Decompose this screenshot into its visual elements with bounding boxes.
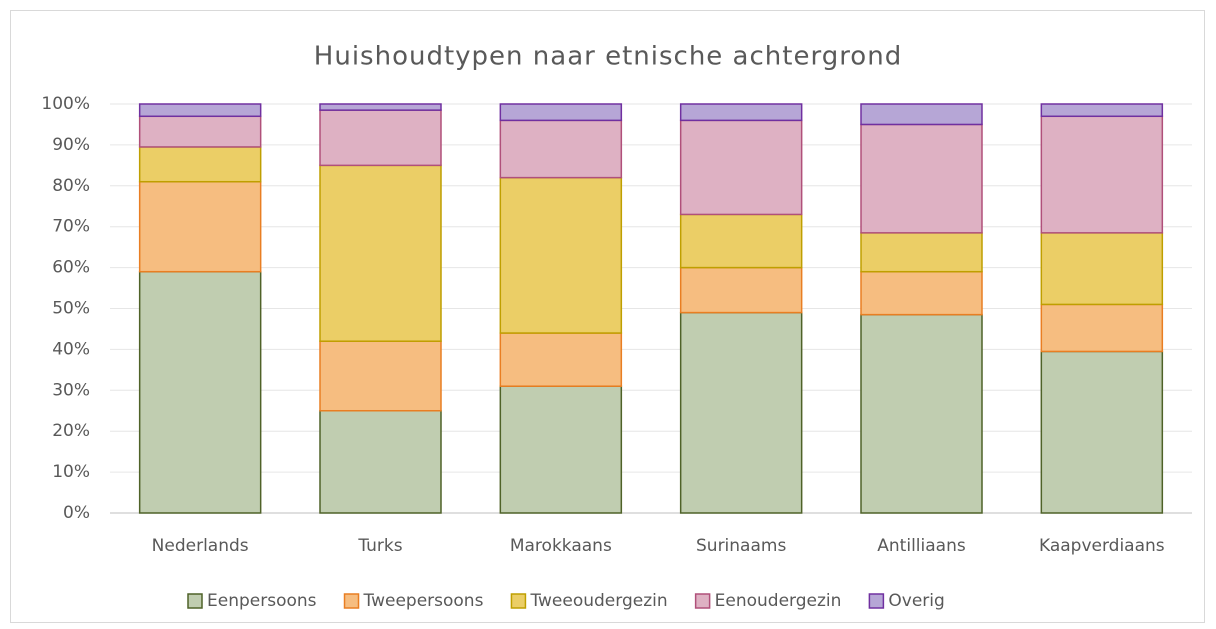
y-tick-label: 0% <box>63 503 90 523</box>
legend-label: Overig <box>888 591 944 611</box>
legend-swatch <box>694 593 711 609</box>
chart-title: Huishoudtypen naar etnische achtergrond <box>314 42 902 72</box>
bar-segment <box>319 340 442 412</box>
bar-segment <box>319 103 442 111</box>
bar-segment <box>138 270 262 514</box>
bar-segment <box>679 266 803 314</box>
x-tick-label: Antilliaans <box>877 536 966 556</box>
bar-segment <box>138 146 262 183</box>
y-tick-label: 80% <box>52 176 90 196</box>
legend-swatch <box>510 593 527 609</box>
legend-label: Tweeoudergezin <box>529 591 667 611</box>
bar-segment <box>860 232 983 273</box>
bar-segment <box>1040 303 1164 353</box>
y-tick-label: 70% <box>52 217 90 237</box>
legend-label: Eenpersoons <box>207 591 317 611</box>
x-tick-label: Nederlands <box>152 536 249 556</box>
bar-segment <box>319 109 442 167</box>
y-tick-label: 30% <box>52 380 90 400</box>
bar-segment <box>319 164 442 342</box>
legend-swatch <box>343 593 360 609</box>
y-tick-label: 40% <box>52 339 90 359</box>
legend-swatch <box>187 593 203 609</box>
bar-segment <box>1040 350 1164 514</box>
bar-segment <box>679 103 803 122</box>
y-tick-label: 20% <box>52 421 90 441</box>
bar-segment <box>860 123 983 234</box>
y-tick-label: 60% <box>52 258 90 278</box>
bar-segment <box>499 176 623 334</box>
x-tick-label: Surinaams <box>696 536 786 556</box>
legend-label: Tweepersoons <box>363 591 484 611</box>
bar-segment <box>860 103 983 126</box>
x-tick-label: Turks <box>357 536 402 556</box>
legend-label: Eenoudergezin <box>715 591 842 611</box>
bar-segment <box>138 180 262 273</box>
bar-segment <box>860 270 983 316</box>
bar-segment <box>138 115 262 148</box>
bar-segment <box>1040 232 1164 306</box>
bar-segment <box>679 213 803 269</box>
bar-segment <box>679 311 803 514</box>
bar-segment <box>138 103 262 118</box>
legend-swatch <box>868 593 885 609</box>
bar-segment <box>1040 103 1164 118</box>
x-tick-label: Marokkaans <box>510 536 612 556</box>
bar-segment <box>860 313 983 514</box>
y-tick-label: 90% <box>52 135 90 155</box>
x-tick-label: Kaapverdiaans <box>1039 536 1165 556</box>
y-tick-label: 50% <box>52 299 90 319</box>
bar-segment <box>1040 115 1164 234</box>
bar-segment <box>499 385 623 514</box>
y-tick-label: 10% <box>52 462 90 482</box>
y-tick-label: 100% <box>41 94 90 114</box>
bar-segment <box>499 332 623 387</box>
bar-segment <box>679 119 803 216</box>
bar-segment <box>319 410 442 514</box>
bar-segment <box>499 103 623 122</box>
bar-segment <box>499 119 623 179</box>
